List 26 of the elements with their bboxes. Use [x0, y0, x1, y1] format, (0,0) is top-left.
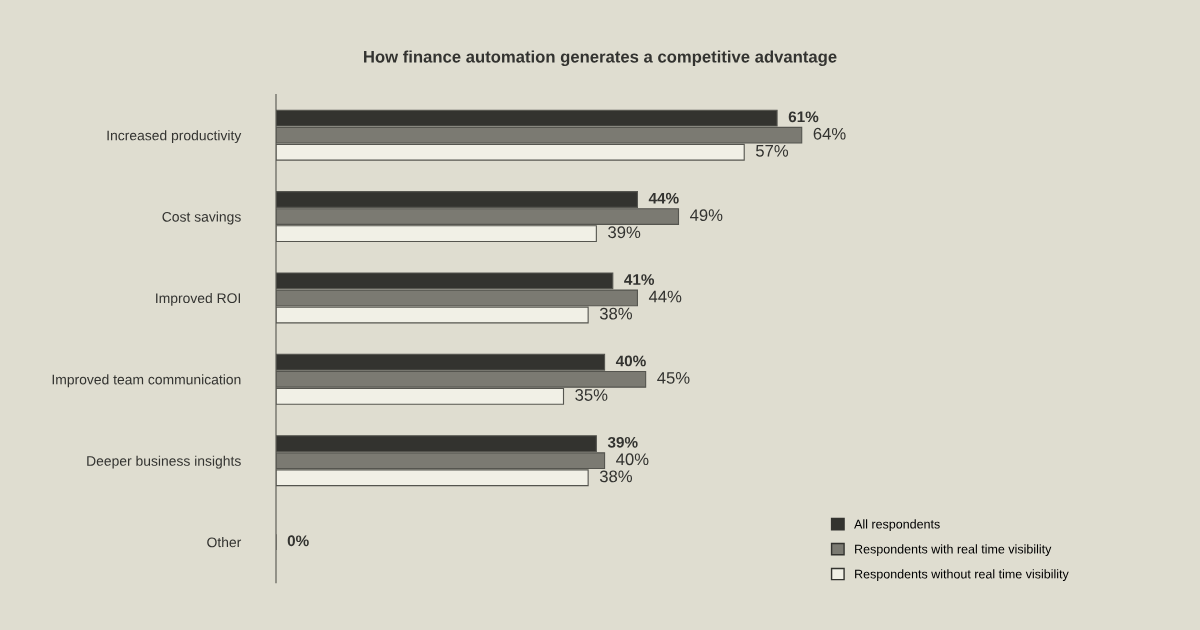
data-label: 39%	[607, 436, 638, 448]
data-label: 44%	[648, 290, 682, 303]
data-label: 38%	[599, 307, 633, 320]
data-label: 44%	[648, 192, 679, 204]
data-label: 38%	[599, 470, 633, 483]
y-tick-label: Other	[207, 537, 242, 548]
legend-label: Respondents with real time visibility	[855, 544, 1052, 556]
legend-label: All respondents	[854, 519, 940, 532]
y-tick-label: Deeper business insights	[87, 455, 241, 469]
data-label: 39%	[608, 226, 641, 239]
y-tick-label: Improved team communication	[52, 374, 241, 388]
data-label: 57%	[755, 145, 789, 157]
y-tick-label: Improved ROI	[156, 292, 240, 306]
data-label: 64%	[813, 127, 846, 140]
y-tick-label: Increased productivity	[107, 130, 242, 144]
data-label: 49%	[689, 209, 723, 222]
chart-title: How finance automation generates a competitive advantage	[364, 50, 837, 67]
data-label: 40%	[615, 355, 646, 367]
data-label: 45%	[657, 372, 690, 384]
legend-label: Respondents without real time visibility	[855, 569, 1069, 581]
data-label: 41%	[624, 274, 655, 285]
data-label: 0%	[287, 535, 309, 547]
data-label: 61%	[788, 111, 819, 123]
data-label: 35%	[575, 389, 608, 401]
data-label: 40%	[616, 453, 649, 466]
y-tick-label: Cost savings	[162, 211, 241, 225]
